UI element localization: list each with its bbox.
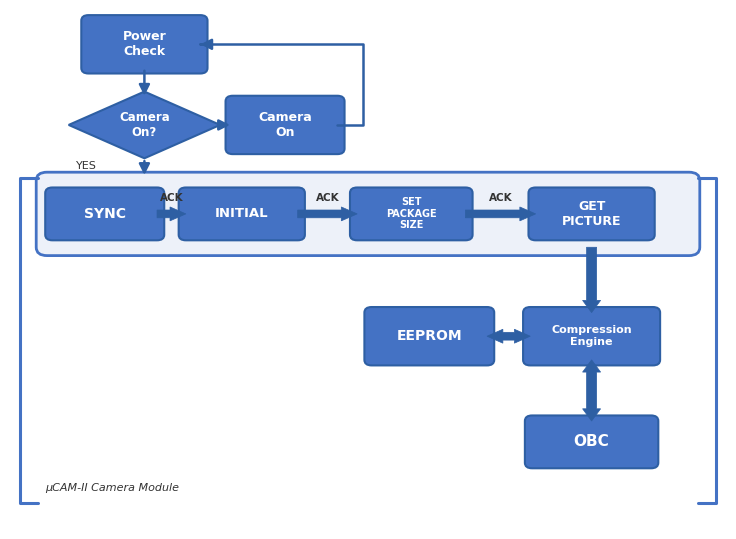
Text: OBC: OBC	[574, 434, 609, 450]
Text: GET
PICTURE: GET PICTURE	[562, 200, 621, 228]
Polygon shape	[583, 360, 601, 421]
Text: ACK: ACK	[160, 193, 183, 203]
Text: EEPROM: EEPROM	[397, 329, 462, 343]
FancyBboxPatch shape	[523, 307, 660, 365]
FancyBboxPatch shape	[179, 188, 305, 240]
FancyBboxPatch shape	[525, 416, 658, 468]
FancyBboxPatch shape	[36, 172, 700, 255]
FancyBboxPatch shape	[528, 188, 655, 240]
Text: INITIAL: INITIAL	[215, 208, 269, 220]
Polygon shape	[68, 92, 220, 158]
Text: SYNC: SYNC	[84, 207, 126, 221]
FancyBboxPatch shape	[350, 188, 473, 240]
FancyBboxPatch shape	[81, 15, 208, 73]
Text: Power
Check: Power Check	[122, 30, 166, 58]
Text: SET
PACKAGE
SIZE: SET PACKAGE SIZE	[386, 197, 436, 231]
Text: Camera
On: Camera On	[258, 111, 312, 139]
Text: NO: NO	[226, 107, 243, 116]
Text: Compression
Engine: Compression Engine	[551, 326, 632, 347]
Polygon shape	[297, 207, 357, 221]
Polygon shape	[583, 247, 601, 313]
Text: μCAM-II Camera Module: μCAM-II Camera Module	[46, 483, 180, 493]
Text: ACK: ACK	[489, 193, 512, 203]
Polygon shape	[465, 207, 536, 221]
Text: Camera
On?: Camera On?	[119, 111, 170, 139]
Text: ACK: ACK	[316, 193, 339, 203]
FancyBboxPatch shape	[364, 307, 495, 365]
Polygon shape	[487, 329, 530, 343]
FancyBboxPatch shape	[225, 96, 344, 154]
Text: YES: YES	[76, 161, 96, 171]
FancyBboxPatch shape	[45, 188, 164, 240]
Polygon shape	[157, 207, 186, 221]
